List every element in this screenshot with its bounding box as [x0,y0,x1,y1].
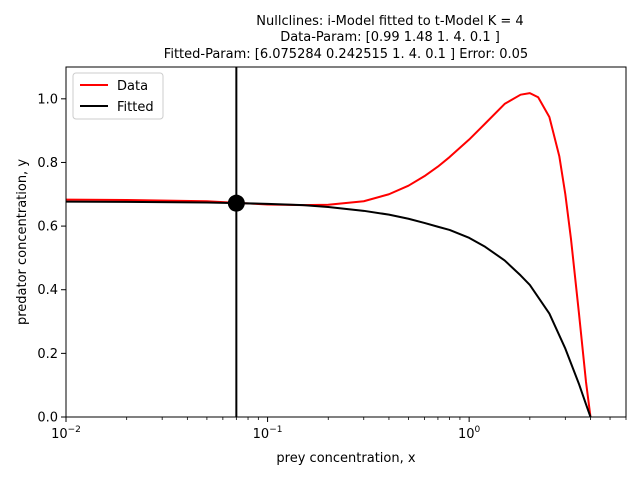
legend: Data Fitted [72,72,164,120]
marker-layer [227,194,245,212]
chart-title: Nullclines: i-Model fitted to t-Model K … [164,14,528,62]
y-tick-label-0: 0.0 [37,411,58,426]
plot-area [65,66,627,418]
y-tick-label-4: 0.8 [37,156,58,171]
series-layer [66,67,592,417]
series-line-fitted [66,200,592,417]
title-line-2: Data-Param: [0.99 1.48 1. 4. 0.1 ] [280,30,500,45]
y-tick-label-3: 0.6 [37,220,58,235]
y-tick-label-2: 0.4 [37,283,58,298]
equilibrium-point [227,194,245,212]
y-tick-label-5: 1.0 [37,92,58,107]
legend-label-data: Data [117,79,148,94]
title-line-3: Fitted-Param: [6.075284 0.242515 1. 4. 0… [164,47,528,62]
y-axis-label: predator concentration, y [15,159,30,325]
y-tick-label-1: 0.2 [37,347,58,362]
legend-label-fitted: Fitted [117,100,154,115]
y-axis-ticks: 0.0 0.2 0.4 0.6 0.8 1.0 [37,92,66,426]
x-axis-label: prey concentration, x [276,451,415,466]
axes-frame [65,66,627,418]
title-line-1: Nullclines: i-Model fitted to t-Model K … [256,14,523,29]
